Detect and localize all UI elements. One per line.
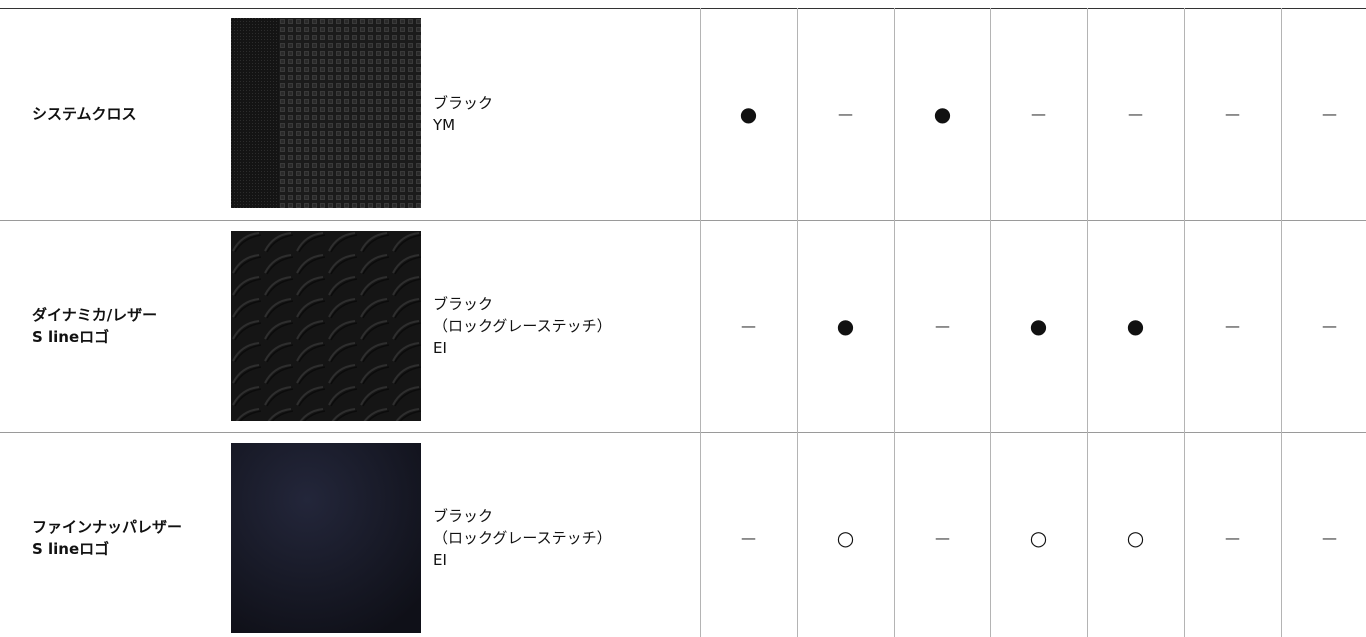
color-name: ブラック YM xyxy=(433,92,493,136)
column-divider xyxy=(1184,8,1185,637)
row-name: システムクロス xyxy=(32,103,137,125)
column-divider xyxy=(894,8,895,637)
availability-mark: ● xyxy=(933,102,952,126)
color-line: ブラック xyxy=(433,295,494,313)
availability-mark: — xyxy=(1225,317,1240,335)
row-divider xyxy=(0,220,1366,221)
row-divider xyxy=(0,432,1366,433)
availability-mark: — xyxy=(838,105,853,123)
swatch-nappa xyxy=(231,443,421,633)
availability-mark: ● xyxy=(836,314,855,338)
name-line: ダイナミカ/レザー xyxy=(32,306,158,324)
availability-mark: ● xyxy=(1029,314,1048,338)
color-line: ブラック xyxy=(433,507,494,525)
availability-mark: ● xyxy=(1126,314,1145,338)
name-line: システムクロス xyxy=(32,105,137,123)
availability-mark: — xyxy=(741,529,756,547)
availability-mark: — xyxy=(935,529,950,547)
top-border xyxy=(0,8,1366,9)
name-line: ファインナッパレザー xyxy=(32,518,183,536)
availability-mark: — xyxy=(1322,529,1337,547)
availability-mark: — xyxy=(1128,105,1143,123)
swatch-dinamica xyxy=(231,231,421,421)
availability-mark: — xyxy=(935,317,950,335)
availability-mark: — xyxy=(1225,529,1240,547)
column-divider xyxy=(797,8,798,637)
column-divider xyxy=(1281,8,1282,637)
color-line: ブラック xyxy=(433,94,494,112)
availability-mark: ○ xyxy=(1029,526,1048,550)
availability-mark: ○ xyxy=(836,526,855,550)
availability-mark: — xyxy=(741,317,756,335)
color-name: ブラック （ロックグレーステッチ） EI xyxy=(433,505,612,571)
color-line: EI xyxy=(433,551,447,569)
column-divider xyxy=(990,8,991,637)
availability-mark: — xyxy=(1225,105,1240,123)
name-line: S lineロゴ xyxy=(32,328,110,346)
column-divider xyxy=(1087,8,1088,637)
color-line: EI xyxy=(433,339,447,357)
availability-mark: ○ xyxy=(1126,526,1145,550)
availability-mark: — xyxy=(1322,317,1337,335)
availability-mark: — xyxy=(1031,105,1046,123)
color-line: （ロックグレーステッチ） xyxy=(433,529,612,547)
color-name: ブラック （ロックグレーステッチ） EI xyxy=(433,293,612,359)
availability-mark: — xyxy=(1322,105,1337,123)
row-name: ファインナッパレザー S lineロゴ xyxy=(32,516,182,560)
color-line: （ロックグレーステッチ） xyxy=(433,317,612,335)
availability-mark: ● xyxy=(739,102,758,126)
row-name: ダイナミカ/レザー S lineロゴ xyxy=(32,304,157,348)
column-divider xyxy=(700,8,701,637)
color-line: YM xyxy=(433,116,456,134)
name-line: S lineロゴ xyxy=(32,540,110,558)
swatch-cloth xyxy=(231,18,421,208)
